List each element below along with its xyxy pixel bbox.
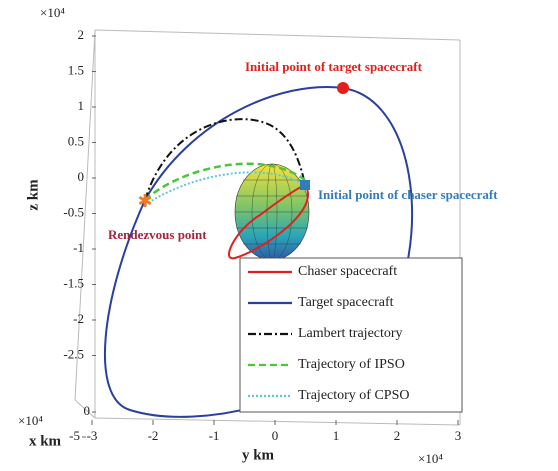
legend-label: Lambert trajectory bbox=[298, 326, 403, 341]
z-tick-label: 0.5 bbox=[68, 133, 84, 148]
target-orbit bbox=[103, 86, 414, 418]
x-tick-label: 0 bbox=[84, 403, 91, 418]
target-start-marker bbox=[337, 82, 349, 94]
y-multiplier: ×10⁴ bbox=[418, 451, 443, 466]
y-tick-label: -2 bbox=[148, 428, 159, 443]
y-tick-label: 3 bbox=[455, 428, 462, 443]
z-tick-label: 2 bbox=[78, 27, 85, 42]
legend-label: Trajectory of CPSO bbox=[298, 388, 410, 403]
z-tick-label: -1.5 bbox=[63, 275, 84, 290]
x-tick-label: -5 bbox=[69, 428, 80, 443]
y-tick-label: -3 bbox=[87, 428, 98, 443]
y-tick-label: 2 bbox=[394, 428, 401, 443]
z-tick-label: 1.5 bbox=[68, 62, 84, 77]
x-multiplier: ×10⁴ bbox=[18, 413, 43, 428]
earth bbox=[234, 163, 310, 261]
z-axis-label: z km bbox=[25, 179, 41, 211]
annotation: Initial point of target spacecraft bbox=[245, 59, 423, 74]
legend-label: Chaser spacecraft bbox=[298, 264, 397, 279]
x-axis-label: x km bbox=[29, 433, 62, 449]
annotation: Rendezvous point bbox=[108, 227, 207, 242]
chaser-orbit bbox=[228, 184, 309, 260]
z-tick-label: -2.5 bbox=[63, 346, 84, 361]
z-tick-label: -1 bbox=[73, 240, 84, 255]
legend-label: Trajectory of IPSO bbox=[298, 357, 405, 372]
z-multiplier: ×10⁴ bbox=[40, 5, 65, 20]
rendezvous-marker: ✱ bbox=[137, 191, 152, 211]
annotation: Initial point of chaser spacecraft bbox=[318, 187, 498, 202]
chaser-start-marker bbox=[300, 180, 310, 190]
z-tick-label: 0 bbox=[78, 169, 85, 184]
z-tick-label: -0.5 bbox=[63, 204, 84, 219]
y-axis-label: y km bbox=[242, 447, 275, 463]
lambert-trajectory bbox=[144, 118, 306, 201]
y-tick-label: -1 bbox=[209, 428, 220, 443]
y-tick-label: 1 bbox=[333, 428, 340, 443]
z-tick-label: 1 bbox=[78, 98, 85, 113]
legend-label: Target spacecraft bbox=[298, 295, 394, 310]
z-tick-label: -2 bbox=[73, 311, 84, 326]
y-tick-label: 0 bbox=[272, 428, 279, 443]
